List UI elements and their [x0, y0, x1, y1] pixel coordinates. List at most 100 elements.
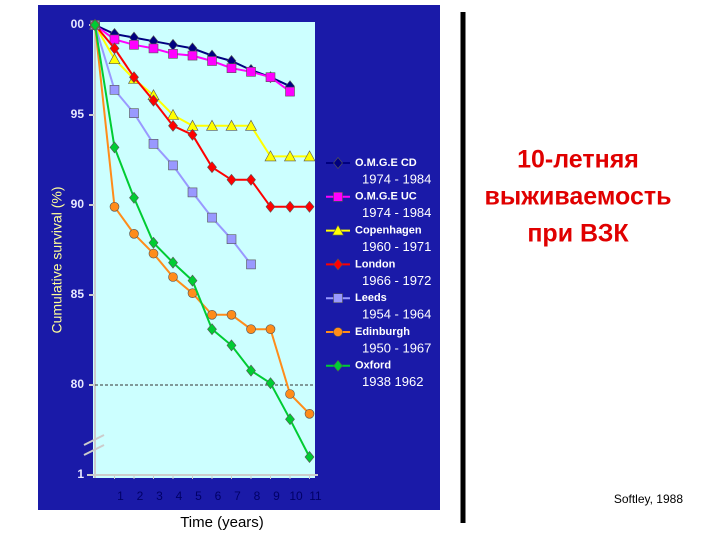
marker: [226, 234, 237, 244]
marker: [109, 85, 120, 95]
legend-marker: [331, 224, 345, 236]
marker: [168, 256, 178, 269]
legend-period: 1966 - 1972: [362, 273, 431, 288]
annotation: 10-летняя: [517, 146, 639, 174]
marker: [207, 323, 217, 336]
marker: [90, 19, 100, 31]
marker: [225, 119, 238, 131]
y-tick-label: 90: [71, 197, 85, 211]
marker: [129, 191, 139, 204]
marker: [109, 141, 120, 154]
marker: [108, 53, 121, 65]
legend-marker: [333, 359, 343, 372]
marker: [187, 274, 198, 287]
legend-marker: [333, 157, 343, 169]
marker: [187, 50, 198, 61]
marker: [265, 324, 276, 335]
marker: [264, 150, 277, 162]
marker: [303, 150, 316, 162]
marker: [129, 108, 139, 118]
marker: [226, 173, 237, 186]
legend-period: 1938 1962: [362, 374, 423, 389]
marker: [244, 119, 258, 131]
marker: [109, 202, 120, 212]
series-line: [94, 24, 311, 458]
legend-period: 1954 - 1964: [362, 307, 431, 322]
marker: [285, 86, 295, 97]
marker: [265, 200, 276, 213]
marker: [168, 160, 178, 171]
x-tick-label: 10: [289, 489, 303, 503]
marker: [226, 63, 237, 74]
marker: [226, 309, 237, 320]
marker: [207, 212, 217, 223]
marker: [148, 248, 159, 259]
marker: [109, 42, 120, 55]
x-tick-label: 2: [137, 489, 144, 503]
x-tick-label: 6: [215, 489, 222, 503]
marker: [187, 187, 198, 198]
marker: [129, 39, 139, 50]
marker: [304, 408, 315, 419]
marker: [246, 324, 256, 335]
marker: [285, 389, 295, 399]
legend-marker: [333, 258, 343, 271]
y-axis-label: Cumulative survival (%): [49, 186, 65, 333]
y-tick-label: 95: [71, 107, 85, 121]
marker: [265, 377, 276, 390]
legend-label: Leeds: [355, 292, 387, 304]
x-tick-label: 4: [176, 489, 183, 503]
marker: [207, 161, 217, 174]
plot-area: [93, 22, 315, 478]
marker: [246, 67, 256, 77]
marker: [265, 72, 276, 82]
legend-label: O.M.G.E CD: [355, 157, 417, 169]
x-tick-label: 11: [309, 489, 322, 503]
annotation: при ВЗК: [527, 220, 629, 248]
legend-period: 1974 - 1984: [362, 205, 431, 220]
marker: [285, 413, 295, 426]
marker: [207, 309, 217, 320]
marker: [207, 56, 217, 66]
x-tick-label: 8: [254, 489, 261, 503]
x-tick-label: 3: [156, 489, 163, 503]
marker: [168, 272, 178, 282]
marker: [129, 71, 139, 84]
marker: [285, 200, 295, 213]
marker: [283, 150, 297, 162]
marker: [148, 139, 159, 149]
y-tick-label: 1: [77, 467, 84, 481]
annotation: выживаемость: [485, 183, 672, 211]
legend-marker: [333, 293, 343, 304]
y-tick-label: 00: [71, 17, 85, 31]
x-tick-label: 1: [117, 489, 124, 503]
legend-marker: [333, 192, 343, 202]
legend-marker: [333, 327, 343, 337]
marker: [129, 229, 139, 239]
x-axis-label: Time (years): [180, 514, 264, 531]
marker: [166, 108, 180, 120]
marker: [205, 119, 219, 131]
marker: [168, 119, 178, 132]
marker: [187, 128, 198, 141]
legend-label: Copenhagen: [355, 225, 422, 237]
x-tick-label: 9: [273, 489, 280, 503]
x-tick-label: 7: [234, 489, 241, 503]
marker: [304, 200, 315, 213]
legend-label: Oxford: [355, 360, 391, 372]
y-tick-label: 85: [71, 287, 85, 301]
x-tick-label: 5: [195, 489, 202, 503]
marker: [148, 43, 159, 54]
marker: [168, 48, 178, 59]
legend-label: O.M.G.E UC: [355, 191, 417, 203]
source: Softley, 1988: [614, 492, 683, 506]
marker: [148, 236, 159, 249]
marker: [148, 94, 159, 107]
legend-period: 1960 - 1971: [362, 239, 431, 254]
legend-label: London: [355, 258, 396, 270]
marker: [304, 451, 315, 463]
legend-period: 1950 - 1967: [362, 340, 431, 355]
marker: [246, 364, 256, 377]
marker: [246, 259, 256, 270]
